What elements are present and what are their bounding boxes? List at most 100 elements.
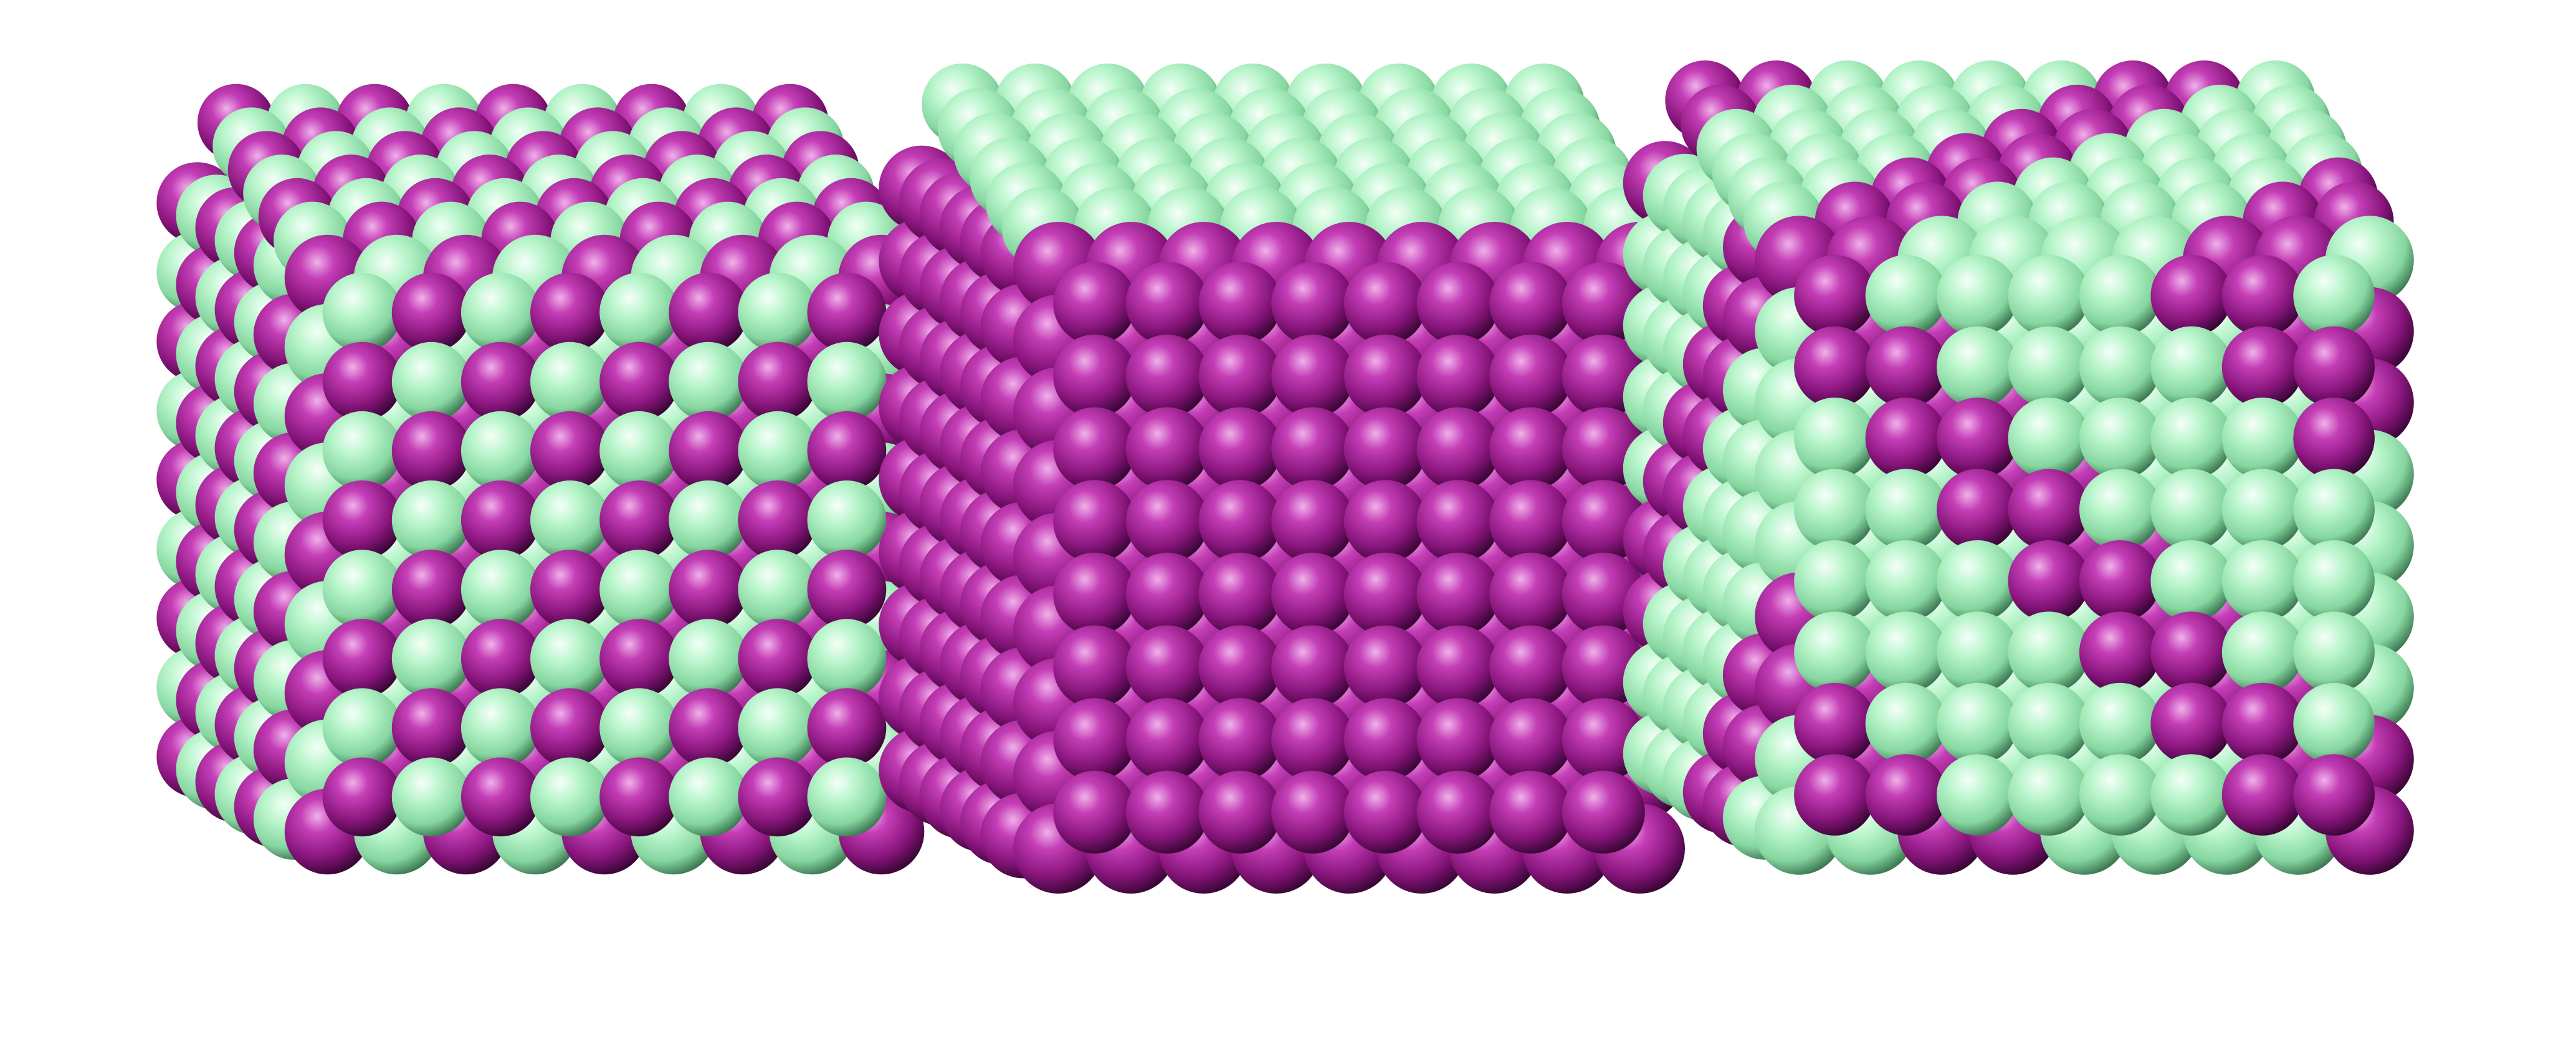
green-atom [1865, 611, 1947, 693]
green-atom [391, 480, 471, 560]
purple-atom [1198, 552, 1282, 636]
purple-atom [1053, 698, 1137, 781]
purple-atom [530, 688, 609, 768]
green-atom [1865, 255, 1947, 337]
green-atom [322, 411, 402, 490]
purple-atom [1416, 407, 1500, 490]
purple-atom [391, 411, 471, 490]
purple-atom [2008, 469, 2090, 551]
green-atom [2008, 398, 2090, 479]
green-atom [807, 757, 887, 837]
purple-atom [669, 272, 748, 352]
purple-atom [322, 341, 402, 421]
checkerboard-cluster [156, 84, 925, 875]
purple-atom [1794, 754, 1876, 836]
purple-atom [460, 341, 540, 421]
green-atom [2008, 611, 2090, 693]
purple-atom [2150, 611, 2232, 693]
green-atom [669, 757, 748, 837]
green-atom [1794, 469, 1876, 551]
purple-atom [1271, 552, 1355, 636]
purple-atom [1416, 262, 1500, 345]
green-atom [460, 272, 540, 352]
purple-atom [1865, 398, 1947, 479]
green-atom [2293, 469, 2375, 551]
purple-atom [1489, 262, 1573, 345]
segregated-cluster [1623, 60, 2414, 875]
purple-atom [1937, 398, 2018, 479]
purple-atom [1053, 625, 1137, 709]
purple-atom [1125, 407, 1209, 490]
purple-atom [1198, 625, 1282, 709]
purple-atom [1271, 407, 1355, 490]
purple-atom [599, 757, 679, 837]
green-atom [322, 550, 402, 629]
purple-atom [1053, 262, 1137, 345]
green-atom [1865, 469, 1947, 551]
purple-atom [1271, 262, 1355, 345]
green-atom [1937, 611, 2018, 693]
green-atom [2293, 611, 2375, 693]
purple-atom [599, 480, 679, 560]
green-atom [2221, 540, 2304, 622]
green-atom [391, 341, 471, 421]
green-atom [1937, 540, 2018, 622]
purple-atom [1198, 770, 1282, 854]
green-atom [807, 619, 887, 699]
purple-atom [1343, 262, 1427, 345]
purple-atom [738, 757, 818, 837]
green-atom [2079, 398, 2161, 479]
purple-atom [807, 688, 887, 768]
purple-atom [391, 550, 471, 629]
purple-atom [1198, 698, 1282, 781]
green-atom [599, 411, 679, 490]
purple-atom [1053, 552, 1137, 636]
purple-atom [1198, 262, 1282, 345]
purple-atom [1053, 770, 1137, 854]
green-atom [738, 550, 818, 629]
purple-atom [1416, 334, 1500, 418]
green-atom [2221, 611, 2304, 693]
green-atom [391, 757, 471, 837]
purple-atom [599, 619, 679, 699]
green-atom [807, 480, 887, 560]
green-atom [1937, 255, 2018, 337]
purple-atom [2150, 255, 2232, 337]
green-atom [2221, 398, 2304, 479]
purple-atom [1794, 326, 1876, 408]
green-atom [2079, 754, 2161, 836]
purple-atom [1489, 552, 1573, 636]
green-atom [599, 688, 679, 768]
green-atom [1865, 540, 1947, 622]
green-atom [530, 619, 609, 699]
green-atom [460, 550, 540, 629]
purple-atom [1125, 698, 1209, 781]
purple-atom [1125, 770, 1209, 854]
purple-atom [1343, 407, 1427, 490]
purple-atom [2221, 326, 2304, 408]
purple-atom [1271, 698, 1355, 781]
purple-atom [2221, 255, 2304, 337]
purple-atom [1271, 625, 1355, 709]
purple-atom [2293, 398, 2375, 479]
purple-atom [1489, 770, 1573, 854]
green-atom [391, 619, 471, 699]
purple-atom [1343, 698, 1427, 781]
green-atom [1937, 754, 2018, 836]
purple-atom [1416, 625, 1500, 709]
purple-atom [2293, 754, 2375, 836]
purple-atom [1489, 625, 1573, 709]
purple-atom [669, 411, 748, 490]
purple-atom [1416, 698, 1500, 781]
green-atom [460, 688, 540, 768]
purple-atom [2150, 682, 2232, 765]
green-atom [2293, 540, 2375, 622]
green-atom [530, 480, 609, 560]
purple-atom [1865, 754, 1947, 836]
green-atom [669, 619, 748, 699]
purple-atom [1489, 480, 1573, 563]
green-atom [1937, 682, 2018, 765]
green-atom [669, 341, 748, 421]
purple-atom [1416, 480, 1500, 563]
